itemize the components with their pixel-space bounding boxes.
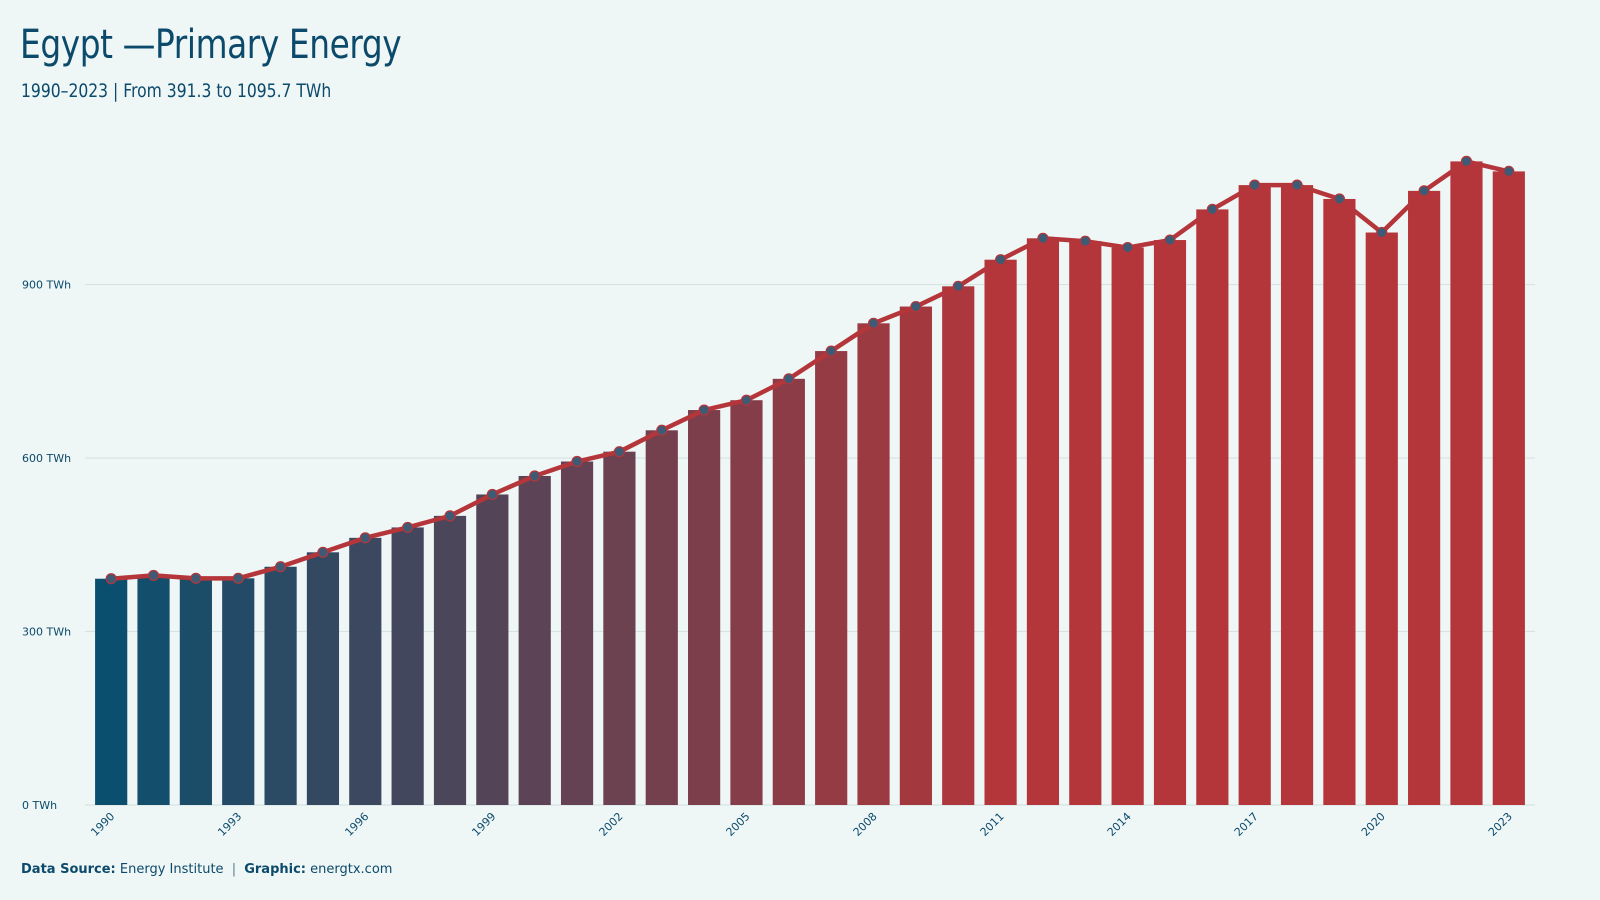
bar-2023 [1492, 171, 1525, 806]
chart-subtitle: 1990–2023 | From 391.3 to 1095.7 TWh [21, 80, 332, 102]
point-2006 [783, 373, 795, 385]
bar-2005 [730, 400, 763, 805]
chart-title: Egypt —Primary Energy [20, 22, 402, 68]
bar-2012 [1026, 238, 1060, 806]
point-2010 [952, 280, 964, 292]
bar-2002 [603, 451, 636, 805]
point-2019 [1333, 193, 1346, 205]
point-2021 [1418, 185, 1430, 197]
point-2022 [1460, 155, 1473, 167]
point-2000 [529, 470, 541, 482]
point-1994 [274, 561, 287, 573]
bar-1993 [222, 578, 255, 805]
point-2012 [1037, 232, 1049, 244]
point-1990 [105, 573, 117, 585]
x-tick-label: 1990 [88, 810, 117, 839]
y-tick-label: 600 TWh [22, 452, 71, 465]
bar-2019 [1323, 198, 1356, 805]
bar-2015 [1153, 240, 1187, 805]
bar-2022 [1450, 161, 1483, 806]
x-tick-label: 1996 [342, 810, 371, 839]
point-1996 [359, 532, 371, 544]
bar-2003 [645, 430, 678, 805]
point-1993 [232, 572, 244, 584]
bar-2011 [984, 259, 1017, 805]
point-2008 [867, 317, 880, 329]
bar-2017 [1238, 185, 1271, 805]
point-1998 [444, 510, 456, 522]
point-1997 [402, 521, 414, 534]
point-2016 [1206, 203, 1218, 215]
source-value: Energy Institute [119, 862, 224, 877]
bar-2006 [772, 378, 805, 805]
point-1995 [317, 546, 329, 558]
graphic-label: Graphic: [244, 862, 306, 877]
bar-1999 [476, 494, 509, 805]
x-tick-label: 1993 [215, 810, 244, 839]
x-tick-label: 2008 [851, 810, 880, 839]
x-tick-label: 2002 [597, 810, 626, 839]
x-tick-label: 2014 [1105, 810, 1134, 839]
bar-1995 [306, 552, 340, 805]
footer-separator: | [231, 862, 237, 877]
footer: Data Source: Energy Institute | Graphic:… [21, 862, 392, 877]
y-tick-label: 0 TWh [22, 799, 57, 812]
bar-1998 [433, 515, 467, 805]
bar-2001 [560, 461, 594, 805]
point-2003 [656, 424, 668, 436]
y-tick-label: 300 TWh [22, 626, 71, 639]
bar-1991 [137, 575, 170, 805]
point-2017 [1249, 179, 1261, 191]
bar-2021 [1408, 190, 1441, 805]
bar-2004 [688, 410, 721, 805]
x-tick-label: 2023 [1486, 810, 1515, 839]
graphic-value: energtx.com [310, 862, 393, 877]
bar-2018 [1280, 185, 1314, 805]
bar-1990 [95, 578, 128, 805]
x-tick-label: 2011 [978, 810, 1007, 839]
x-tick-label: 2020 [1359, 810, 1388, 839]
bar-2000 [518, 475, 551, 805]
bar-2016 [1196, 209, 1229, 806]
point-2002 [613, 446, 626, 458]
point-2005 [740, 394, 753, 406]
bar-1996 [349, 537, 382, 805]
point-2001 [571, 455, 583, 468]
point-2023 [1503, 165, 1515, 177]
source-label: Data Source: [21, 862, 116, 877]
y-tick-label: 900 TWh [22, 279, 71, 292]
point-2020 [1376, 226, 1388, 239]
point-2014 [1122, 241, 1134, 254]
bar-1997 [391, 527, 424, 805]
point-2007 [825, 345, 837, 357]
point-2011 [994, 254, 1007, 266]
x-tick-label: 2017 [1232, 810, 1261, 839]
bar-1994 [264, 566, 297, 805]
bar-2020 [1365, 232, 1398, 806]
bar-2010 [942, 286, 975, 805]
bar-2007 [815, 351, 848, 805]
point-2013 [1079, 235, 1091, 247]
x-tick-label: 2005 [724, 810, 753, 839]
point-1999 [486, 488, 498, 501]
point-2004 [698, 404, 710, 416]
point-1991 [147, 569, 160, 582]
point-1992 [190, 572, 202, 584]
bar-1992 [179, 578, 212, 805]
bar-2013 [1069, 241, 1102, 805]
point-2015 [1164, 234, 1176, 246]
trend-line [108, 159, 1512, 581]
bar-2014 [1111, 247, 1144, 805]
bar-2009 [899, 306, 932, 805]
point-2018 [1291, 179, 1303, 191]
x-tick-label: 1999 [469, 810, 498, 839]
point-2009 [910, 300, 922, 313]
bar-2008 [857, 323, 890, 805]
